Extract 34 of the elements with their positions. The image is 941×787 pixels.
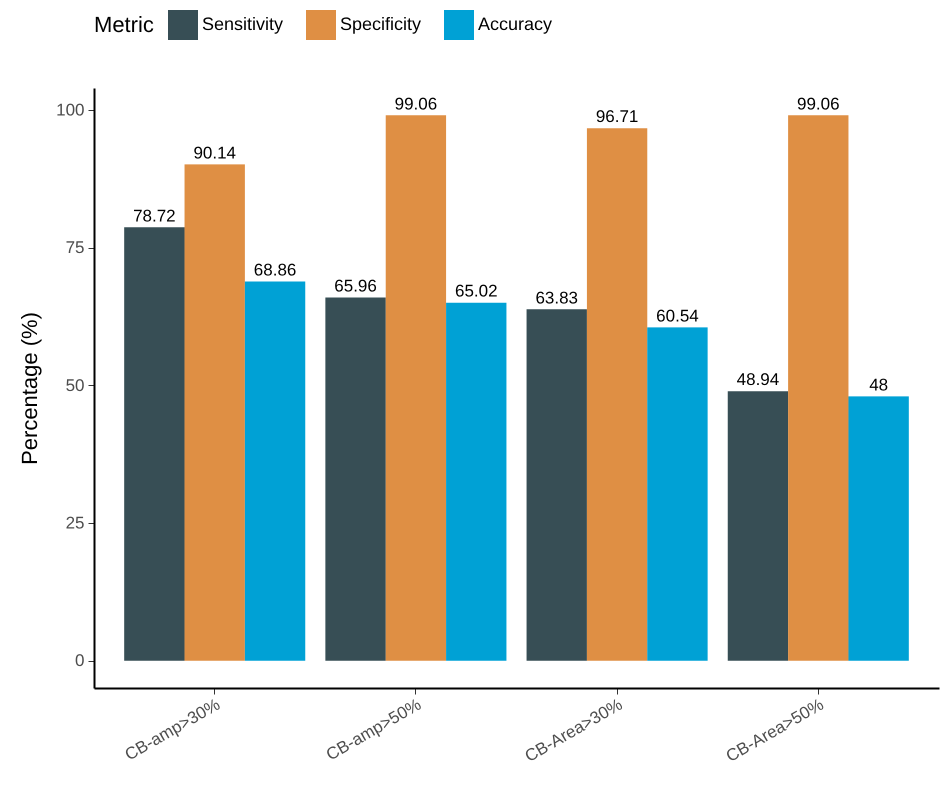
data-label: 99.06	[797, 94, 840, 114]
y-tick-label: 50	[66, 376, 84, 395]
y-tick-label: 75	[66, 238, 84, 258]
data-label: 90.14	[193, 143, 236, 162]
bar	[848, 396, 909, 661]
bar	[586, 128, 648, 661]
data-label: 68.86	[254, 260, 296, 280]
y-axis-title: Percentage (%)	[17, 312, 42, 465]
bar	[788, 115, 848, 661]
data-label: 48	[869, 375, 888, 394]
bar	[124, 227, 185, 661]
y-tick-label: 25	[66, 514, 84, 533]
data-label: 96.71	[596, 107, 638, 126]
legend-label: Specificity	[340, 14, 422, 34]
data-label: 63.83	[535, 288, 578, 308]
data-label: 60.54	[656, 306, 699, 326]
data-label: 65.96	[334, 276, 377, 296]
bar	[244, 282, 306, 661]
bar	[728, 391, 788, 661]
legend-title: Metric	[94, 12, 154, 37]
data-label: 78.72	[133, 206, 176, 226]
legend-label: Sensitivity	[202, 14, 284, 34]
bar	[386, 115, 446, 661]
bar	[526, 309, 587, 661]
bar	[325, 298, 386, 661]
legend-label: Accuracy	[478, 14, 552, 34]
y-tick-label: 0	[75, 651, 84, 670]
data-label: 99.06	[394, 94, 438, 114]
bar	[184, 164, 245, 661]
data-label: 48.94	[736, 370, 780, 390]
y-tick-label: 100	[56, 100, 84, 120]
bar	[446, 302, 506, 661]
data-label: 65.02	[454, 282, 498, 301]
bar	[647, 327, 708, 661]
